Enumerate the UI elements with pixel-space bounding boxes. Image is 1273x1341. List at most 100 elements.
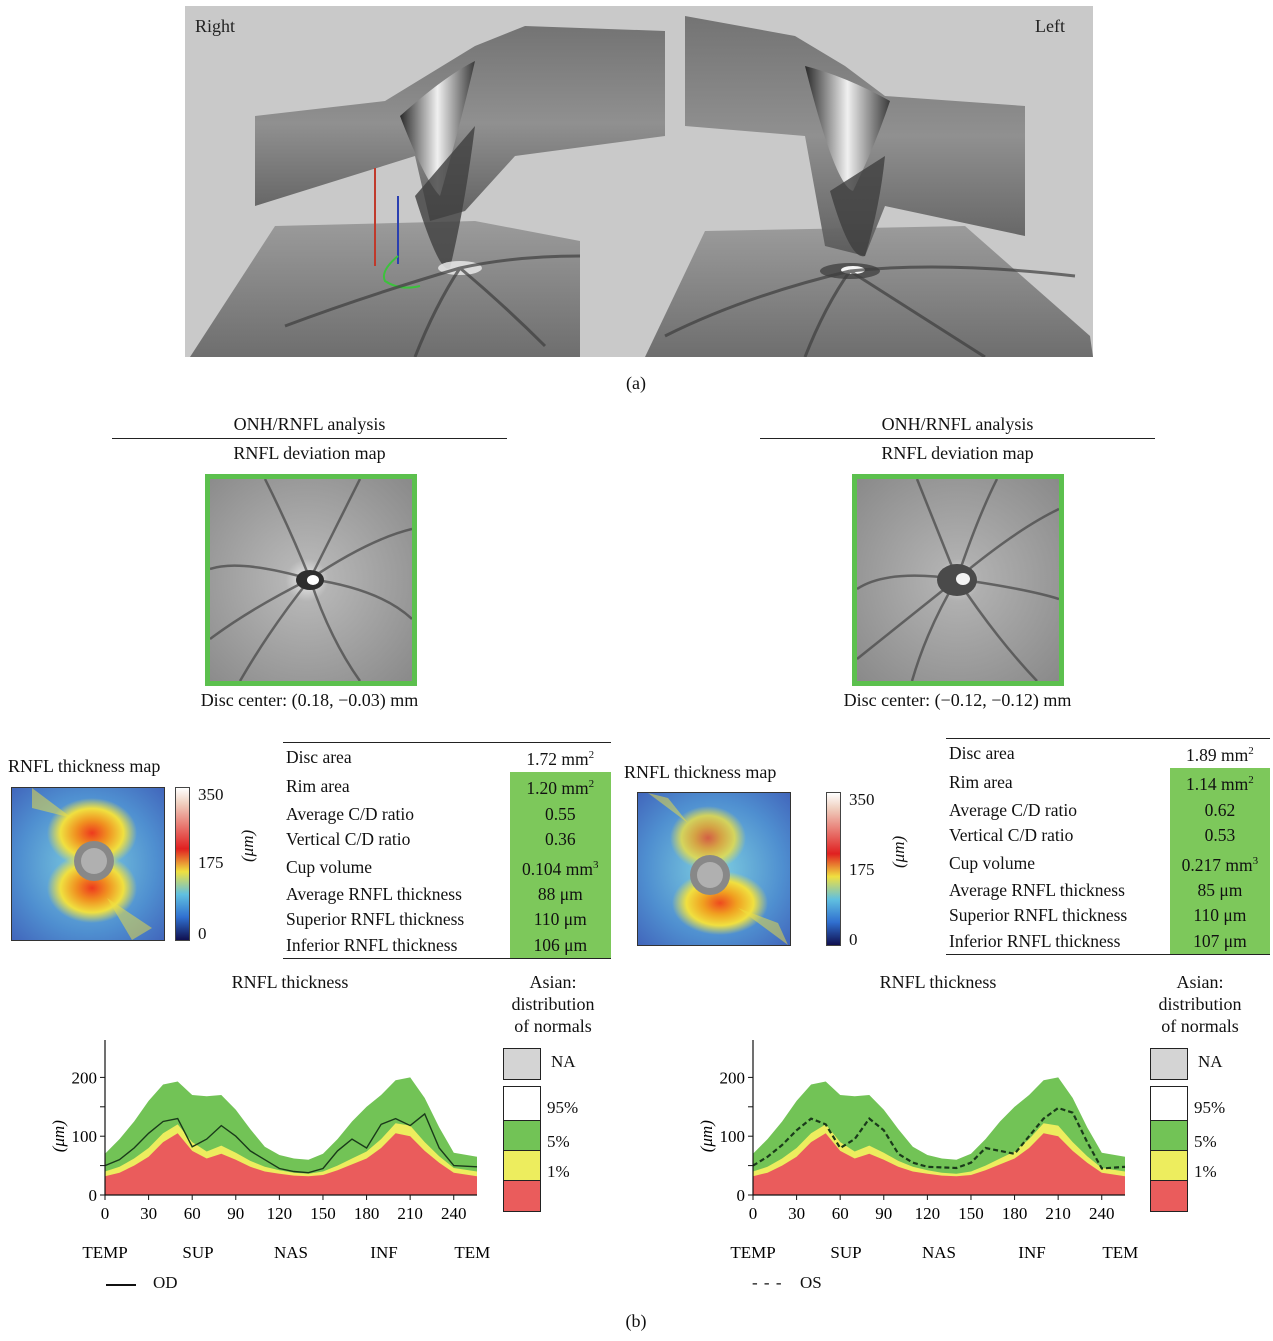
norm-legend-label: NA bbox=[551, 1052, 576, 1071]
od-norm-legend: NA 95% 5% 1% bbox=[503, 1048, 613, 1228]
x-tick-label: 240 bbox=[1089, 1204, 1115, 1223]
param-label: Superior RNFL thickness bbox=[286, 909, 465, 930]
norm-legend-swatch bbox=[503, 1150, 541, 1182]
right-fundus-floor bbox=[190, 221, 580, 357]
region-label: NAS bbox=[922, 1243, 956, 1262]
param-value-text: 88 μm bbox=[537, 883, 583, 904]
od-thickness-heatmap bbox=[12, 788, 164, 940]
x-tick-label: 240 bbox=[441, 1204, 467, 1223]
x-tick-label: 30 bbox=[788, 1204, 805, 1223]
series-line-os bbox=[752, 1106, 1126, 1170]
param-label: Vertical C/D ratio bbox=[949, 825, 1074, 846]
od-norm-title-line-2: distribution bbox=[511, 994, 595, 1014]
param-label: Vertical C/D ratio bbox=[286, 829, 411, 850]
param-label: Rim area bbox=[949, 772, 1013, 793]
param-label: Average C/D ratio bbox=[949, 799, 1077, 820]
region-label: INF bbox=[370, 1243, 397, 1262]
param-value: 88 μm bbox=[509, 881, 611, 908]
od-norm-title-line-1: Asian: bbox=[529, 972, 577, 992]
right-cup bbox=[400, 61, 475, 196]
os-deviation-map bbox=[852, 474, 1064, 686]
param-value-text: 107 μm bbox=[1193, 930, 1247, 951]
od-colorbar-tick-350: 350 bbox=[198, 785, 224, 804]
os-norm-title-line-3: of normals bbox=[1161, 1016, 1239, 1036]
param-value-superscript: 2 bbox=[588, 749, 595, 761]
os-disc-center: Disc center: (−0.12, −0.12) mm bbox=[843, 690, 1072, 710]
od-header-rule bbox=[112, 438, 507, 439]
x-tick-label: 60 bbox=[832, 1204, 849, 1223]
norm-legend-label: 5% bbox=[1194, 1132, 1217, 1151]
param-value: 0.62 bbox=[1169, 797, 1270, 824]
param-label: Cup volume bbox=[286, 856, 373, 877]
param-value-text: 85 μm bbox=[1197, 879, 1243, 900]
param-row: Superior RNFL thickness 110 μm bbox=[283, 907, 611, 933]
norm-legend-label: 5% bbox=[547, 1132, 570, 1151]
norm-legend-swatch bbox=[503, 1086, 541, 1122]
od-header: ONH/RNFL analysis bbox=[233, 414, 386, 434]
od-deviation-map bbox=[205, 474, 417, 686]
x-tick-label: 180 bbox=[354, 1204, 380, 1223]
param-row: Inferior RNFL thickness 106 μm bbox=[283, 932, 611, 959]
param-row: Inferior RNFL thickness 107 μm bbox=[946, 928, 1270, 955]
param-row: Cup volume 0.217 mm3 bbox=[946, 848, 1270, 878]
left-eye-label: Left bbox=[1035, 16, 1065, 36]
param-row: Rim area 1.20 mm2 bbox=[283, 772, 611, 802]
param-row: Average RNFL thickness 88 μm bbox=[283, 881, 611, 908]
os-colorbar-tick-0: 0 bbox=[849, 930, 858, 949]
os-header-rule bbox=[760, 438, 1155, 439]
param-label: Average RNFL thickness bbox=[286, 883, 462, 904]
x-tick-label: 0 bbox=[749, 1204, 758, 1223]
x-tick-label: 30 bbox=[140, 1204, 157, 1223]
param-value: 0.53 bbox=[1169, 823, 1270, 849]
region-label: TEMP bbox=[730, 1243, 775, 1262]
y-axis-label: (μm) bbox=[698, 1120, 716, 1152]
os-colorbar-tick-175: 175 bbox=[849, 860, 875, 879]
norm-legend-swatch bbox=[503, 1048, 541, 1080]
y-tick-label: 100 bbox=[72, 1127, 98, 1146]
os-colorbar bbox=[826, 792, 841, 946]
panel-a-label: (a) bbox=[626, 373, 646, 393]
param-value: 110 μm bbox=[1169, 903, 1270, 929]
param-value-text: 1.20 mm bbox=[526, 778, 589, 799]
od-series-legend-line bbox=[106, 1284, 136, 1286]
region-label: INF bbox=[1018, 1243, 1045, 1262]
panel-b-label: (b) bbox=[625, 1311, 647, 1331]
param-value-text: 1.89 mm bbox=[1186, 744, 1249, 765]
norm-legend-swatch bbox=[1150, 1048, 1188, 1080]
x-tick-label: 60 bbox=[184, 1204, 201, 1223]
od-colorbar bbox=[175, 787, 190, 941]
od-series-legend-label: OD bbox=[153, 1273, 178, 1292]
param-value: 0.36 bbox=[509, 827, 611, 853]
right-retina-slab bbox=[255, 26, 665, 221]
param-row: Disc area 1.72 mm2 bbox=[283, 743, 611, 773]
oct-3d-render-panel: Right Left bbox=[185, 6, 1093, 357]
od-thickness-map-title: RNFL thickness map bbox=[8, 756, 161, 776]
param-value-text: 0.55 bbox=[544, 803, 576, 824]
param-label: Disc area bbox=[286, 746, 352, 767]
os-norm-title: Asian: distribution of normals bbox=[1140, 971, 1260, 1037]
norm-legend-swatch bbox=[503, 1120, 541, 1152]
param-row: Vertical C/D ratio 0.53 bbox=[946, 823, 1270, 849]
param-value: 0.217 mm3 bbox=[1169, 848, 1270, 878]
od-fundus-image bbox=[210, 479, 412, 681]
param-value-text: 110 μm bbox=[533, 909, 587, 930]
x-tick-label: 150 bbox=[958, 1204, 984, 1223]
param-value-text: 110 μm bbox=[1193, 905, 1247, 926]
os-header: ONH/RNFL analysis bbox=[881, 414, 1034, 434]
norm-legend-swatch bbox=[503, 1180, 541, 1212]
os-params-table: Disc area 1.89 mm2 Rim area 1.14 mm2 Average… bbox=[946, 738, 1270, 956]
os-norm-title-line-2: distribution bbox=[1158, 994, 1242, 1014]
param-row: Average C/D ratio 0.62 bbox=[946, 797, 1270, 824]
norm-legend-swatch bbox=[1150, 1150, 1188, 1182]
param-value: 1.72 mm2 bbox=[510, 743, 611, 773]
param-value-superscript: 2 bbox=[588, 778, 595, 791]
param-value: 107 μm bbox=[1169, 928, 1270, 955]
norm-legend-swatch bbox=[1150, 1086, 1188, 1122]
od-params-table: Disc area 1.72 mm2 Rim area 1.20 mm2 Average… bbox=[283, 742, 611, 960]
param-value-text: 106 μm bbox=[533, 934, 588, 955]
os-thickness-heatmap bbox=[638, 793, 790, 945]
param-value: 1.20 mm2 bbox=[509, 772, 611, 802]
param-value-superscript: 3 bbox=[1252, 854, 1259, 867]
x-tick-label: 120 bbox=[267, 1204, 293, 1223]
param-value-text: 0.53 bbox=[1204, 825, 1236, 846]
